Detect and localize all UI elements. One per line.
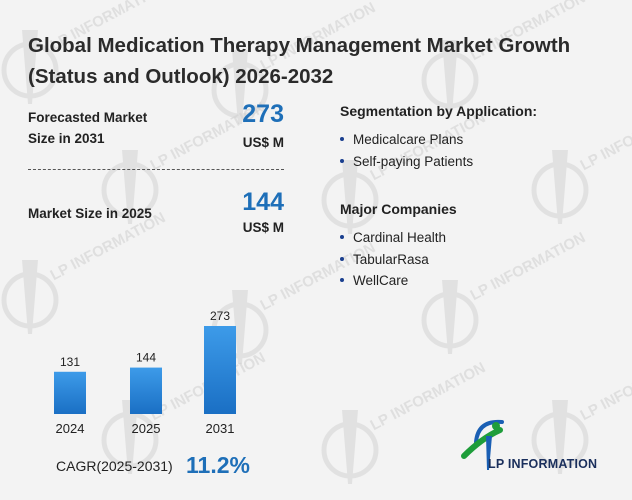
current-label: Market Size in 2025	[28, 206, 152, 221]
bullet-icon	[340, 256, 344, 261]
segmentation-item-label: Medicalcare Plans	[353, 132, 464, 147]
tick-label-2024: 2024	[56, 421, 85, 436]
segmentation-item: Medicalcare Plans	[340, 129, 473, 151]
forecast-label: Forecasted Market Size in 2031	[28, 107, 147, 149]
company-item: WellCare	[340, 270, 446, 292]
lp-information-logo-icon	[461, 419, 504, 470]
segmentation-list: Medicalcare Plans Self-paying Patients	[340, 129, 473, 172]
current-value: 144	[242, 188, 284, 216]
cagr-label: CAGR(2025-2031)	[56, 458, 173, 474]
company-item-label: Cardinal Health	[353, 230, 447, 245]
value-label-2024: 131	[60, 355, 80, 369]
value-label-2031: 273	[210, 309, 230, 323]
segmentation-item-label: Self-paying Patients	[353, 153, 474, 169]
watermark-tile: LP INFORMATION	[534, 99, 632, 224]
bullet-icon	[340, 278, 344, 282]
watermark-icon	[534, 150, 586, 224]
current-unit: US$ M	[242, 220, 284, 235]
bullet-icon	[340, 235, 344, 239]
watermark-icon	[324, 410, 376, 484]
cagr-value: 11.2%	[186, 452, 250, 478]
watermark-text: LP INFORMATION	[578, 99, 632, 174]
tick-label-2025: 2025	[132, 421, 161, 436]
company-item-label: TabularRasa	[353, 251, 429, 267]
bullet-icon	[340, 137, 344, 141]
bar-2024	[54, 371, 86, 414]
forecast-label-line1: Forecasted Market	[28, 110, 148, 125]
market-size-bar-chart: 131 2024 144 2025 273 2031	[54, 309, 236, 436]
bullet-icon	[340, 158, 344, 163]
bar-2025	[130, 367, 162, 414]
forecast-label-line2: Size in 2031	[28, 131, 105, 146]
company-item: Cardinal Health	[340, 227, 446, 249]
segmentation-item: Self-paying Patients	[340, 151, 473, 173]
company-item-label: WellCare	[353, 273, 409, 288]
forecast-value: 273	[242, 100, 284, 128]
companies-title: Major Companies	[340, 201, 457, 217]
watermark-tile: LP INFORMATION	[424, 229, 588, 354]
forecast-unit: US$ M	[242, 135, 284, 150]
company-item: TabularRasa	[340, 249, 446, 271]
page-title: Global Medication Therapy Management Mar…	[28, 34, 571, 88]
segmentation-title: Segmentation by Application:	[340, 103, 538, 119]
value-label-2025: 144	[136, 351, 156, 365]
logo-text: LP INFORMATION	[488, 457, 598, 471]
watermark-text: LP INFORMATION	[468, 229, 589, 304]
tick-label-2031: 2031	[206, 421, 235, 436]
kpi-divider	[28, 169, 284, 170]
companies-list: Cardinal Health TabularRasa WellCare	[340, 227, 446, 292]
bar-2031	[204, 326, 236, 414]
